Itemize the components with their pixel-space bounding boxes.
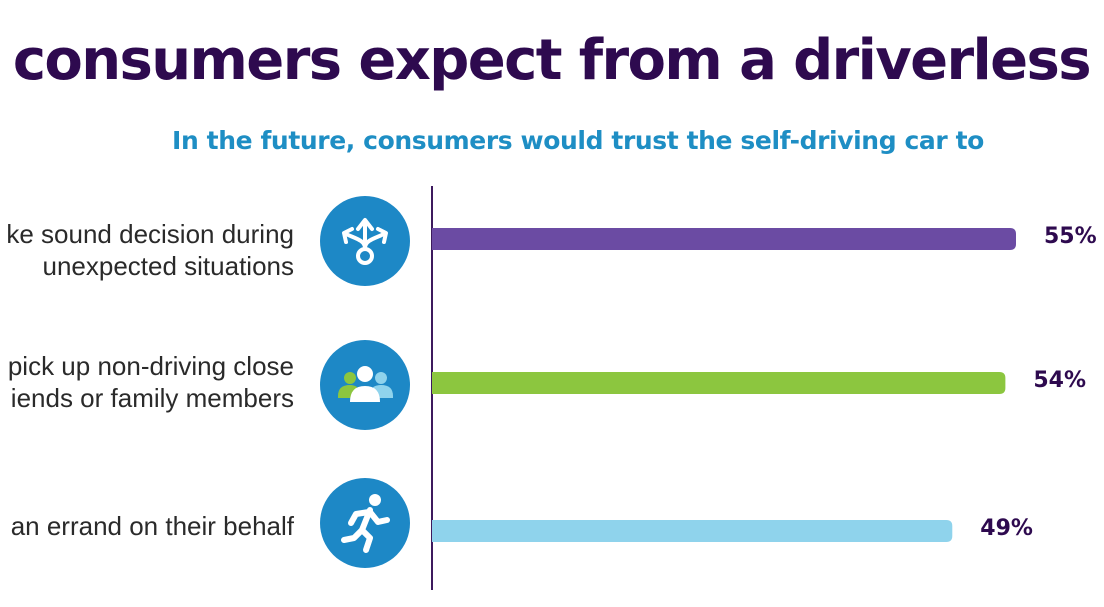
- value-label-3: 49%: [980, 516, 1033, 541]
- chart-subtitle: In the future, consumers would trust the…: [172, 126, 984, 155]
- page-title: hat do consumers expect from a driverles…: [0, 28, 1092, 93]
- category-label-1: ke sound decision during unexpected situ…: [6, 219, 294, 281]
- bar-3: [432, 520, 953, 542]
- category-label-3: an errand on their behalf: [10, 511, 294, 541]
- bar-1: [432, 228, 1016, 250]
- people-group-icon: [320, 340, 410, 430]
- bar-2: [432, 372, 1006, 394]
- value-label-2: 54%: [1033, 368, 1087, 393]
- running-person-icon: [320, 478, 410, 568]
- decision-arrows-icon: [320, 196, 410, 286]
- value-label-1: 55%: [1044, 224, 1097, 249]
- category-label-2: pick up non-driving close iends or famil…: [7, 351, 294, 413]
